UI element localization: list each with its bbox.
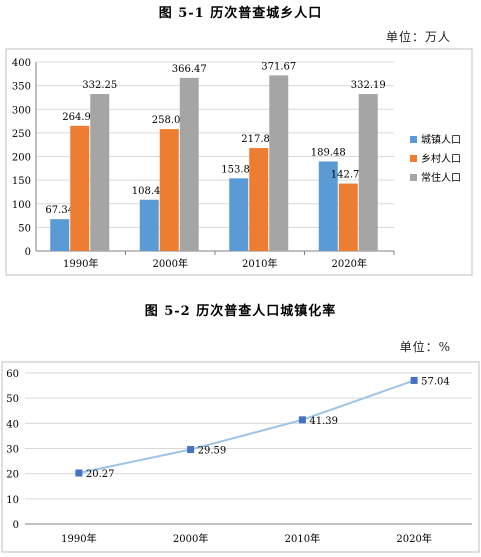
- bar: [139, 199, 159, 251]
- x-tick-label: 1990年: [61, 532, 96, 545]
- y-tick-label: 60: [6, 369, 19, 380]
- y-tick-label: 150: [12, 176, 31, 187]
- data-label: 332.19: [351, 80, 386, 91]
- data-label: 217.84: [241, 134, 276, 145]
- y-tick-label: 300: [12, 105, 31, 116]
- y-tick-label: 30: [6, 445, 19, 456]
- legend-swatch: [410, 155, 417, 162]
- y-tick-label: 400: [12, 58, 31, 69]
- y-tick-label: 50: [18, 223, 31, 234]
- chart1-title: 图 5-1 历次普查城乡人口: [158, 6, 323, 21]
- data-point: [187, 446, 195, 454]
- data-point: [75, 469, 83, 477]
- bar: [358, 94, 378, 251]
- y-tick-label: 100: [12, 200, 31, 211]
- bar: [269, 75, 289, 251]
- data-label: 29.59: [198, 446, 227, 457]
- data-point: [298, 416, 306, 424]
- bar: [179, 77, 199, 251]
- bar: [90, 94, 110, 251]
- data-label: 264.91: [62, 112, 97, 123]
- x-tick-label: 1990年: [63, 257, 98, 270]
- data-label: 366.47: [172, 64, 207, 75]
- legend-label: 城镇人口: [421, 133, 461, 146]
- chart2-frame: [1, 361, 480, 553]
- data-label: 20.27: [86, 469, 115, 480]
- x-tick-label: 2000年: [153, 257, 188, 270]
- data-label: 153.83: [221, 164, 256, 175]
- data-label: 189.48: [311, 147, 346, 158]
- bar: [229, 178, 249, 251]
- bar: [159, 129, 179, 251]
- y-tick-label: 350: [12, 82, 31, 93]
- bar: [50, 219, 70, 251]
- y-tick-label: 250: [12, 129, 31, 140]
- series-line: [78, 379, 415, 474]
- data-label: 41.39: [309, 416, 338, 427]
- population-bar-chart: 0 50 100 150 200 250 300 350 400 1990年 67.34 264.91…: [5, 48, 473, 276]
- chart1-unit: 单位：万人: [385, 30, 451, 44]
- x-tick-label: 2010年: [285, 532, 320, 545]
- legend-swatch: [410, 136, 417, 143]
- data-point: [410, 376, 418, 384]
- x-tick-label: 2020年: [396, 532, 431, 545]
- legend-label: 乡村人口: [421, 152, 461, 165]
- x-tick-label: 2010年: [242, 257, 277, 270]
- data-label: 57.04: [421, 376, 450, 387]
- data-label: 258.02: [152, 115, 187, 126]
- y-tick-label: 200: [12, 153, 31, 164]
- bar: [249, 148, 269, 251]
- chart2-title: 图 5-2 历次普查人口城镇化率: [144, 304, 337, 319]
- y-tick-label: 0: [13, 520, 19, 531]
- x-tick-label: 2000年: [173, 532, 208, 545]
- bar: [318, 161, 338, 251]
- data-label: 108.45: [132, 186, 167, 197]
- legend-label: 常住人口: [421, 171, 461, 184]
- bar: [70, 125, 90, 251]
- data-label: 142.71: [331, 170, 366, 181]
- bar: [338, 183, 358, 251]
- y-tick-label: 0: [25, 247, 31, 258]
- chart1-frame: [5, 48, 473, 276]
- y-tick-label: 10: [6, 495, 19, 506]
- data-label: 332.25: [82, 80, 117, 91]
- y-tick-label: 50: [6, 394, 19, 405]
- chart2-unit: 单位：%: [399, 340, 451, 354]
- data-label: 67.34: [45, 205, 74, 216]
- y-tick-label: 40: [6, 419, 19, 430]
- data-label: 371.67: [261, 61, 296, 72]
- x-tick-label: 2020年: [332, 257, 367, 270]
- y-tick-label: 20: [6, 470, 19, 481]
- legend-swatch: [410, 174, 417, 181]
